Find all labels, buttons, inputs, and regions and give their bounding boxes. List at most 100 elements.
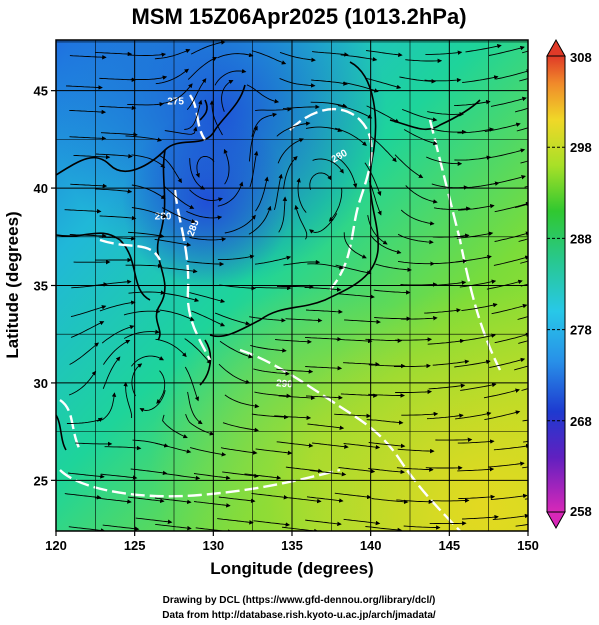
streamline [123, 329, 160, 339]
streamline [68, 526, 106, 531]
streamline [492, 513, 528, 521]
streamline [495, 69, 528, 80]
streamline [189, 292, 226, 304]
streamline [393, 363, 431, 369]
streamline [218, 363, 251, 384]
streamline [284, 496, 322, 504]
contour-label: 280 [155, 211, 172, 222]
streamline [489, 148, 526, 159]
streamline [455, 411, 492, 420]
streamline [154, 497, 192, 505]
streamline [307, 263, 344, 270]
streamline [425, 50, 463, 55]
streamline [458, 494, 496, 500]
streamline [75, 441, 113, 447]
streamline [278, 196, 288, 233]
streamline [253, 520, 291, 527]
streamline [164, 126, 198, 135]
streamline [65, 85, 103, 90]
streamline [402, 108, 438, 122]
streamline [457, 127, 494, 134]
streamline [334, 492, 372, 500]
streamline [161, 207, 196, 224]
streamline [455, 254, 492, 263]
streamline [309, 469, 347, 477]
streamline [127, 102, 164, 107]
streamline [209, 100, 223, 136]
streamline [277, 138, 304, 164]
streamline [489, 174, 526, 185]
streamline [336, 157, 358, 189]
streamline [433, 206, 471, 211]
streamline [69, 233, 107, 239]
streamline [131, 363, 143, 397]
streamline [305, 519, 342, 527]
streamline [396, 467, 434, 472]
streamline [161, 267, 198, 274]
streamline [127, 496, 165, 504]
streamline [493, 443, 528, 451]
streamline [395, 337, 433, 342]
streamline [189, 158, 206, 190]
streamline [456, 231, 494, 239]
streamline [127, 231, 165, 239]
streamline [296, 177, 307, 213]
streamline [250, 344, 287, 353]
streamline [193, 473, 231, 480]
streamline [184, 338, 212, 365]
streamline [246, 84, 280, 104]
streamline [155, 338, 187, 358]
streamline [368, 363, 406, 369]
streamline [217, 52, 254, 59]
streamline [248, 125, 258, 162]
streamline [131, 154, 166, 169]
streamline [217, 518, 254, 525]
streamline [459, 333, 496, 342]
colorbar-label: 258 [570, 504, 592, 519]
streamline [454, 359, 491, 368]
streamline [310, 101, 348, 108]
streamline [68, 370, 97, 396]
streamline [189, 189, 223, 202]
streamline [373, 289, 411, 295]
streamline [73, 154, 111, 160]
streamline [304, 287, 342, 292]
streamline [428, 383, 466, 390]
streamline [305, 365, 343, 371]
lat-lon-grid [56, 40, 528, 531]
streamline [457, 439, 495, 444]
streamline [516, 127, 528, 132]
streamline [248, 205, 272, 235]
streamline [493, 255, 528, 266]
tick-label-lon: 150 [517, 538, 539, 553]
streamline [514, 365, 528, 371]
streamline [195, 155, 215, 178]
streamline [491, 303, 528, 315]
streamline [221, 80, 234, 112]
streamline [520, 283, 528, 287]
streamline [131, 207, 168, 218]
streamline [399, 76, 436, 84]
streamline [251, 112, 278, 137]
streamline [244, 473, 282, 480]
streamline [275, 339, 312, 345]
streamline [490, 96, 527, 107]
credit-data: Data from http://database.rish.kyoto-u.a… [162, 610, 436, 621]
colorbar-label: 308 [570, 50, 592, 65]
streamline [185, 413, 215, 436]
streamline [370, 135, 397, 163]
streamline [519, 78, 528, 82]
colorbar: 308 298 288 278 268 258 [546, 38, 592, 530]
streamline [435, 437, 473, 442]
streamline [95, 153, 133, 159]
map-title: MSM 15Z06Apr2025 (1013.2hPa) [131, 4, 466, 29]
streamline [432, 498, 470, 503]
streamline [68, 472, 105, 479]
streamline [64, 209, 102, 214]
tick-label-lon: 135 [281, 538, 303, 553]
streamline [159, 309, 195, 321]
streamline [343, 362, 380, 367]
streamline [335, 264, 372, 275]
streamline [98, 236, 136, 241]
